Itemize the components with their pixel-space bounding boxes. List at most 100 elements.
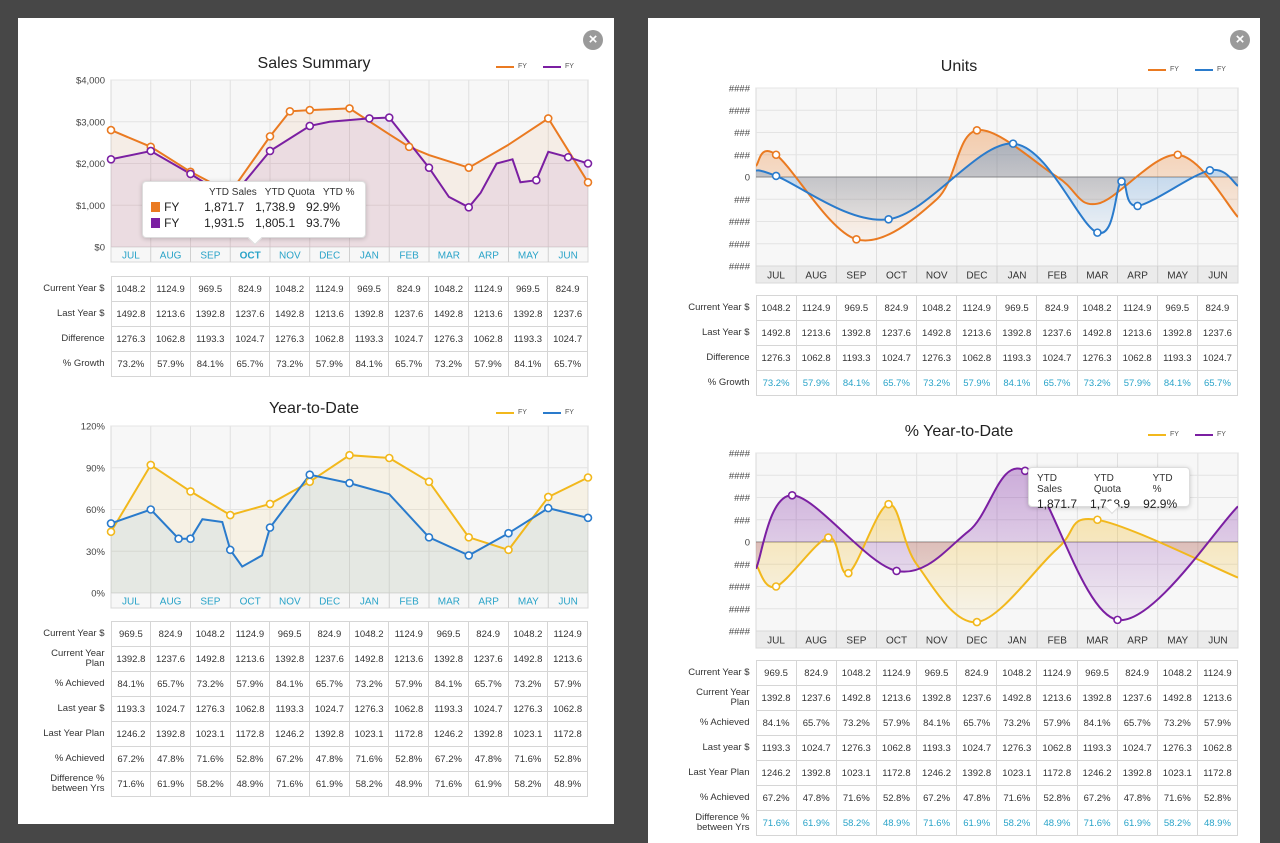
table-cell: 67.2% — [110, 746, 152, 772]
y-tick-label: #### — [729, 262, 751, 273]
x-tick-label: SEP — [846, 636, 866, 647]
table-cell: 1062.8 — [1036, 735, 1078, 761]
table-cell: 61.9% — [150, 771, 191, 797]
data-point — [464, 551, 474, 560]
table-cell: 1023.1 — [996, 760, 1038, 786]
table-cell: 71.6% — [269, 771, 311, 797]
close-icon[interactable]: × — [583, 30, 603, 50]
table-cell: 1023.1 — [189, 721, 231, 747]
left-panel: × Sales Summary FY FY $0 $1,000 $2,000 $3,0… — [18, 18, 614, 824]
table-cell: 65.7% — [309, 671, 350, 697]
table-row: Difference 1276.3 1062.8 1193.3 1024.7 1276.3… — [678, 345, 1239, 371]
table-cell: 1237.6 — [150, 646, 191, 672]
table-cell: 48.9% — [388, 771, 430, 797]
table-cell: 1124.9 — [229, 621, 271, 647]
table-cell: 1048.2 — [1076, 295, 1118, 321]
table-cell: 1276.3 — [348, 696, 390, 722]
pct-ytd-table: Current Year $969.5 824.9 1048.2 1124.9 969.… — [678, 660, 1239, 836]
table-cell: 1062.8 — [547, 696, 588, 722]
table-row: Current Year Plan 1392.8 1237.6 1492.8 1213.… — [678, 685, 1239, 711]
table-row: Difference % between Yrs 71.6% 61.9% 58.2% 4… — [33, 771, 588, 797]
y-tick-label: #### — [729, 217, 751, 228]
table-cell: 61.9% — [795, 810, 837, 836]
data-point — [583, 159, 593, 168]
table-row: % Achieved 84.1% 65.7% 73.2% 57.9% 84.1% 65.7%… — [33, 671, 588, 697]
table-cell: 1492.8 — [428, 301, 469, 327]
table-cell: 1024.7 — [467, 696, 509, 722]
x-tick-label: AUG — [160, 251, 182, 262]
table-cell: 1246.2 — [755, 760, 797, 786]
tooltip-value: 92.9% — [306, 200, 341, 214]
y-tick-label: $0 — [94, 243, 105, 254]
tooltip-header: YTD Quota — [264, 187, 315, 198]
y-tick-label: 60% — [86, 505, 106, 516]
data-point — [824, 533, 833, 542]
table-cell: 73.2% — [996, 710, 1038, 736]
legend-item: FY — [496, 409, 527, 416]
table-cell: 67.2% — [915, 785, 958, 811]
table-row: % Achieved 84.1% 65.7% 73.2% 57.9% 84.1% 65.7%… — [678, 710, 1239, 736]
table-cell: 48.9% — [1196, 810, 1239, 836]
tooltip-row: 1,871.7 1,738.9 92.9% — [1037, 497, 1181, 511]
table-cell: 58.2% — [835, 810, 877, 836]
table-cell: 1023.1 — [835, 760, 877, 786]
x-tick-label: ARP — [1127, 271, 1148, 282]
data-point — [771, 150, 781, 160]
table-cell: 58.2% — [1156, 810, 1198, 836]
table-cell: 71.6% — [996, 785, 1038, 811]
pct-ytd-tooltip: YTD Sales YTD Quota YTD % 1,871.7 1,738.9 … — [1028, 467, 1190, 515]
table-cell: 1392.8 — [309, 721, 350, 747]
table-cell: 71.6% — [1076, 810, 1118, 836]
table-cell: 1048.2 — [835, 660, 877, 686]
x-tick-label: MAY — [1167, 636, 1188, 647]
table-cell: 1193.3 — [915, 735, 958, 761]
y-tick-label: #### — [729, 604, 751, 615]
table-cell: 73.2% — [269, 351, 311, 377]
close-icon[interactable]: × — [1230, 30, 1250, 50]
table-cell: 1392.8 — [1156, 320, 1198, 346]
table-cell: 1276.3 — [189, 696, 231, 722]
table-cell: 824.9 — [956, 660, 998, 686]
ytd-title: Year-to-Date — [268, 400, 360, 417]
table-cell: 52.8% — [547, 746, 588, 772]
table-cell: 57.9% — [547, 671, 588, 697]
table-cell: 67.2% — [1076, 785, 1118, 811]
table-cell: 1276.3 — [915, 345, 958, 371]
table-row: % Growth 73.2% 57.9% 84.1% 65.7% 73.2% 57.9% 84… — [33, 351, 588, 377]
table-cell: 1172.8 — [229, 721, 271, 747]
table-cell: 1193.3 — [269, 696, 311, 722]
table-row: % Achieved 67.2% 47.8% 71.6% 52.8% 67.2% 47.8%… — [678, 785, 1239, 811]
table-cell: 1276.3 — [996, 735, 1038, 761]
x-tick-label: ARP — [478, 251, 499, 262]
x-tick-label: AUG — [805, 636, 827, 647]
row-label: Last Year Plan — [43, 728, 105, 740]
data-point — [305, 105, 315, 115]
tooltip-value: 1,871.7 — [1037, 497, 1078, 511]
table-cell: 1492.8 — [507, 646, 549, 672]
x-tick-label: MAR — [438, 251, 460, 262]
table-cell: 1124.9 — [388, 621, 430, 647]
table-cell: 1193.3 — [110, 696, 152, 722]
data-point — [504, 528, 513, 538]
table-cell: 65.7% — [1196, 370, 1239, 396]
data-point — [884, 499, 893, 509]
table-cell: 1213.6 — [875, 685, 918, 711]
ytd-chart: 0% 30% 60% 90% 120% JUL AUG SEP OCT NOV DEC JAN FEB M… — [81, 422, 593, 609]
data-point — [1117, 177, 1126, 186]
table-cell: 65.7% — [1036, 370, 1078, 396]
tooltip-row: FY 1,871.7 1,738.9 92.9% — [151, 200, 357, 214]
legend-swatch — [1148, 68, 1166, 71]
table-cell: 969.5 — [428, 621, 469, 647]
table-cell: 1193.3 — [507, 326, 549, 352]
table-cell: 969.5 — [269, 621, 311, 647]
y-tick-label: 30% — [86, 547, 106, 558]
x-tick-label: JAN — [360, 597, 379, 608]
table-cell: 1392.8 — [755, 685, 797, 711]
legend-label: FY — [1170, 66, 1179, 73]
x-tick-label: JUN — [1208, 271, 1227, 282]
x-tick-label: FEB — [1048, 271, 1068, 282]
table-cell: 969.5 — [507, 276, 549, 302]
data-point — [424, 477, 434, 486]
table-cell: 73.2% — [835, 710, 877, 736]
table-cell: 969.5 — [915, 660, 958, 686]
